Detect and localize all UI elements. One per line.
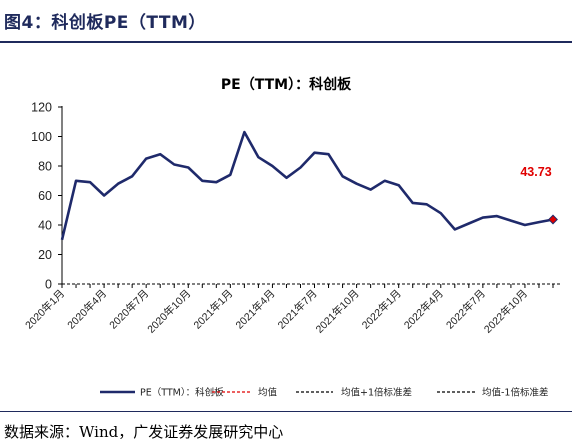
y-ticks: 0 20 40 60 80 100 120 — [31, 101, 62, 292]
x-tick-label: 2022年10月 — [481, 287, 530, 336]
y-tick-label: 0 — [45, 278, 52, 292]
footer-divider — [0, 411, 572, 412]
source-note: 数据来源：Wind，广发证券发展研究中心 — [4, 423, 284, 441]
legend-label-pe: PE（TTM）：科创板 — [140, 387, 224, 399]
legend: PE（TTM）：科创板 均值 均值+1倍标准差 均值-1倍标准差 — [100, 387, 548, 399]
y-tick-label: 80 — [38, 160, 52, 174]
x-tick-label: 2021年10月 — [313, 287, 362, 336]
legend-label-plus1sd: 均值+1倍标准差 — [341, 387, 412, 399]
legend-label-minus1sd: 均值-1倍标准差 — [482, 387, 548, 399]
x-tick-label: 2020年7月 — [107, 287, 152, 332]
title-divider — [0, 41, 572, 43]
y-tick-label: 20 — [38, 248, 52, 262]
y-tick-label: 120 — [31, 101, 52, 115]
x-ticks: 2020年1月2020年4月2020年7月2020年10月2021年1月2021… — [22, 284, 554, 336]
y-tick-label: 40 — [38, 219, 52, 233]
x-tick-label: 2022年7月 — [443, 287, 488, 332]
legend-label-mean: 均值 — [258, 387, 278, 399]
figure-title: 图4：科创板PE（TTM） — [4, 13, 206, 33]
y-tick-label: 100 — [31, 130, 52, 144]
x-tick-label: 2022年4月 — [401, 287, 446, 332]
x-tick-label: 2022年1月 — [359, 287, 404, 332]
x-tick-label: 2021年4月 — [233, 287, 278, 332]
chart-title: PE（TTM）：科创板 — [221, 76, 352, 93]
x-tick-label: 2020年4月 — [65, 287, 110, 332]
last-value-label: 43.73 — [520, 165, 551, 179]
pe-series-line — [60, 130, 554, 241]
x-tick-label: 2020年1月 — [22, 287, 67, 332]
x-tick-label: 2021年7月 — [275, 287, 320, 332]
x-tick-label: 2020年10月 — [145, 287, 194, 336]
x-tick-label: 2021年1月 — [191, 287, 236, 332]
last-value-marker — [548, 214, 558, 225]
y-tick-label: 60 — [38, 189, 52, 203]
